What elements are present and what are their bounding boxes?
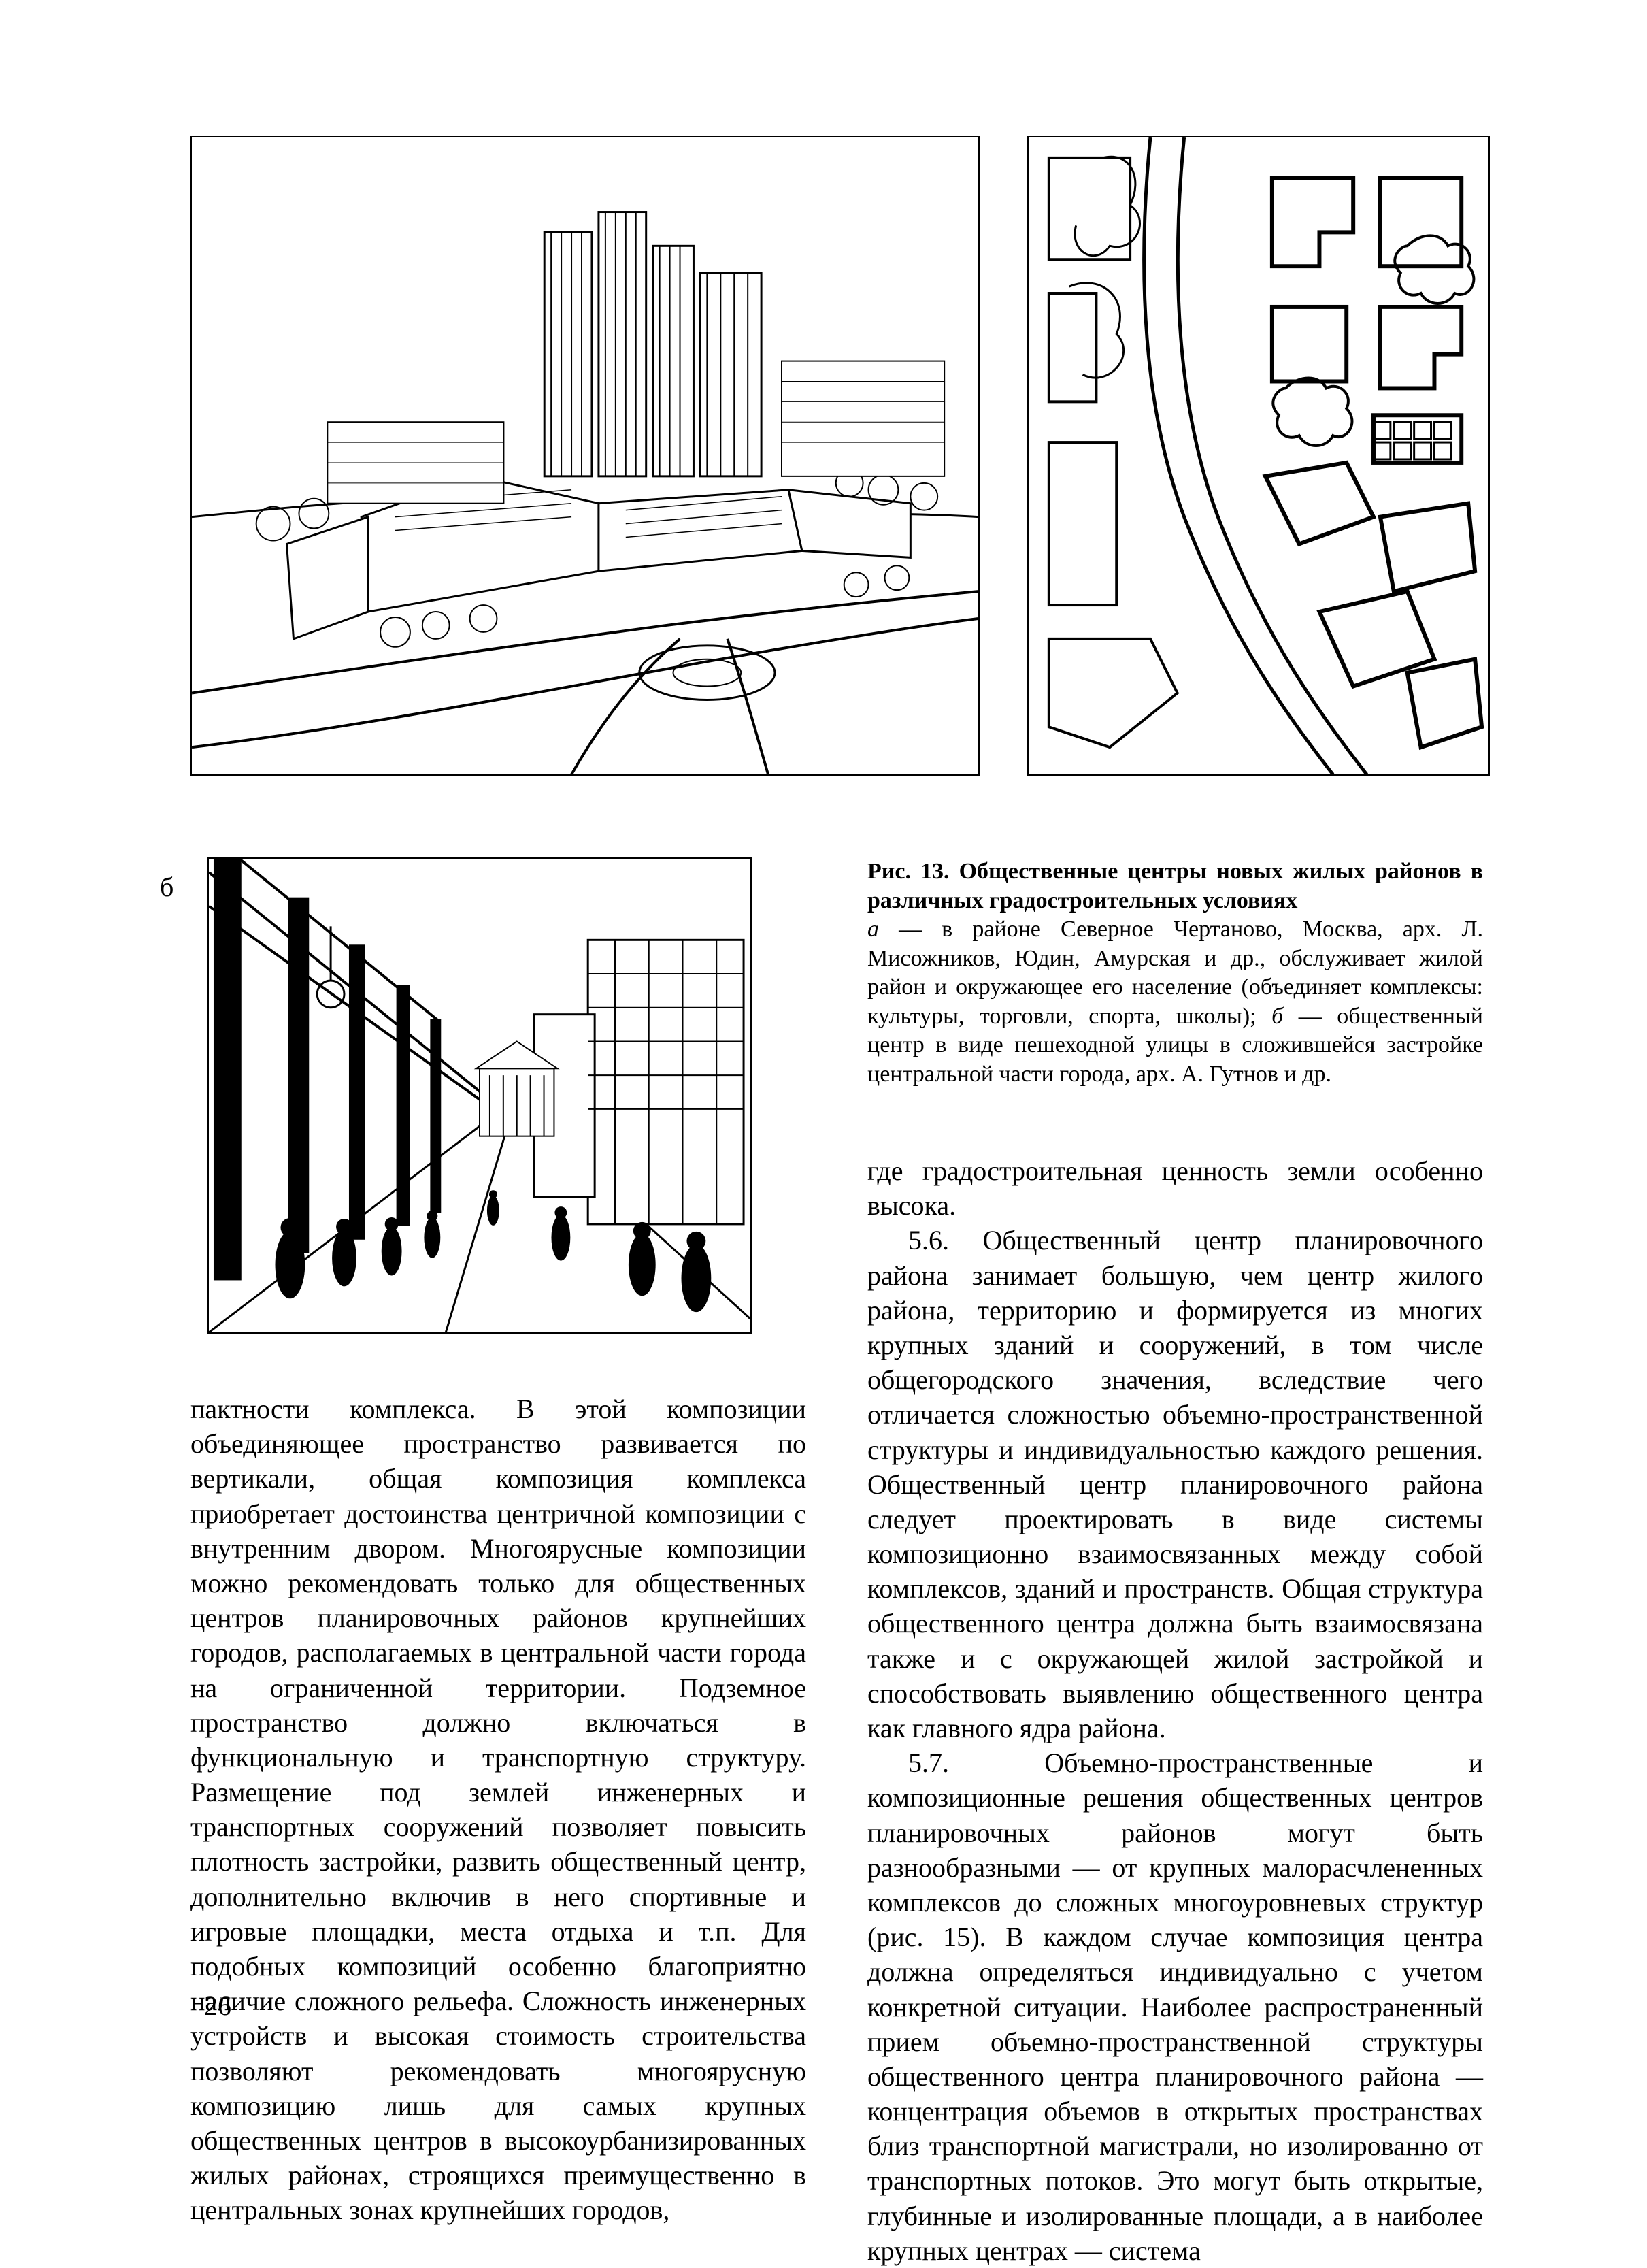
- caption-title: Рис. 13. Общественные центры новых жилых…: [867, 857, 1483, 915]
- bottom-row: б: [190, 857, 1491, 2268]
- page-number: 26: [204, 1990, 231, 2022]
- top-figure-row: а: [190, 136, 1491, 776]
- right-column: Рис. 13. Общественные центры новых жилых…: [867, 857, 1483, 2268]
- caption-a-letter: а: [867, 917, 879, 942]
- figure-plan-sketch: [1029, 137, 1488, 774]
- right-paragraph-1: где градостроительная ценность земли осо…: [867, 1153, 1483, 1223]
- figure-caption: Рис. 13. Общественные центры новых жилых…: [867, 857, 1483, 1089]
- figure-b-sketch: [209, 859, 750, 1332]
- right-paragraph-2: 5.6. Общественный центр планировочного р…: [867, 1223, 1483, 1745]
- left-body-text: пактности комплекса. В этой композиции о…: [190, 1392, 806, 2228]
- right-body-text: где градостроительная ценность земли осо…: [867, 1153, 1483, 2268]
- figure-b: [207, 857, 752, 1334]
- figure-a: а: [190, 136, 980, 776]
- figure-b-wrap: б: [190, 857, 806, 1334]
- left-paragraph-1: пактности комплекса. В этой композиции о…: [190, 1392, 806, 2228]
- figure-label-b: б: [160, 871, 173, 903]
- figure-a-sketch: [192, 137, 978, 774]
- right-paragraph-3: 5.7. Объемно-пространственные и композиц…: [867, 1745, 1483, 2268]
- caption-body: а — в районе Северное Чертаново, Москва,…: [867, 915, 1483, 1089]
- caption-b-letter: б: [1271, 1004, 1283, 1029]
- left-column: б: [190, 857, 806, 2268]
- figure-plan: [1027, 136, 1490, 776]
- page: а: [190, 136, 1491, 1994]
